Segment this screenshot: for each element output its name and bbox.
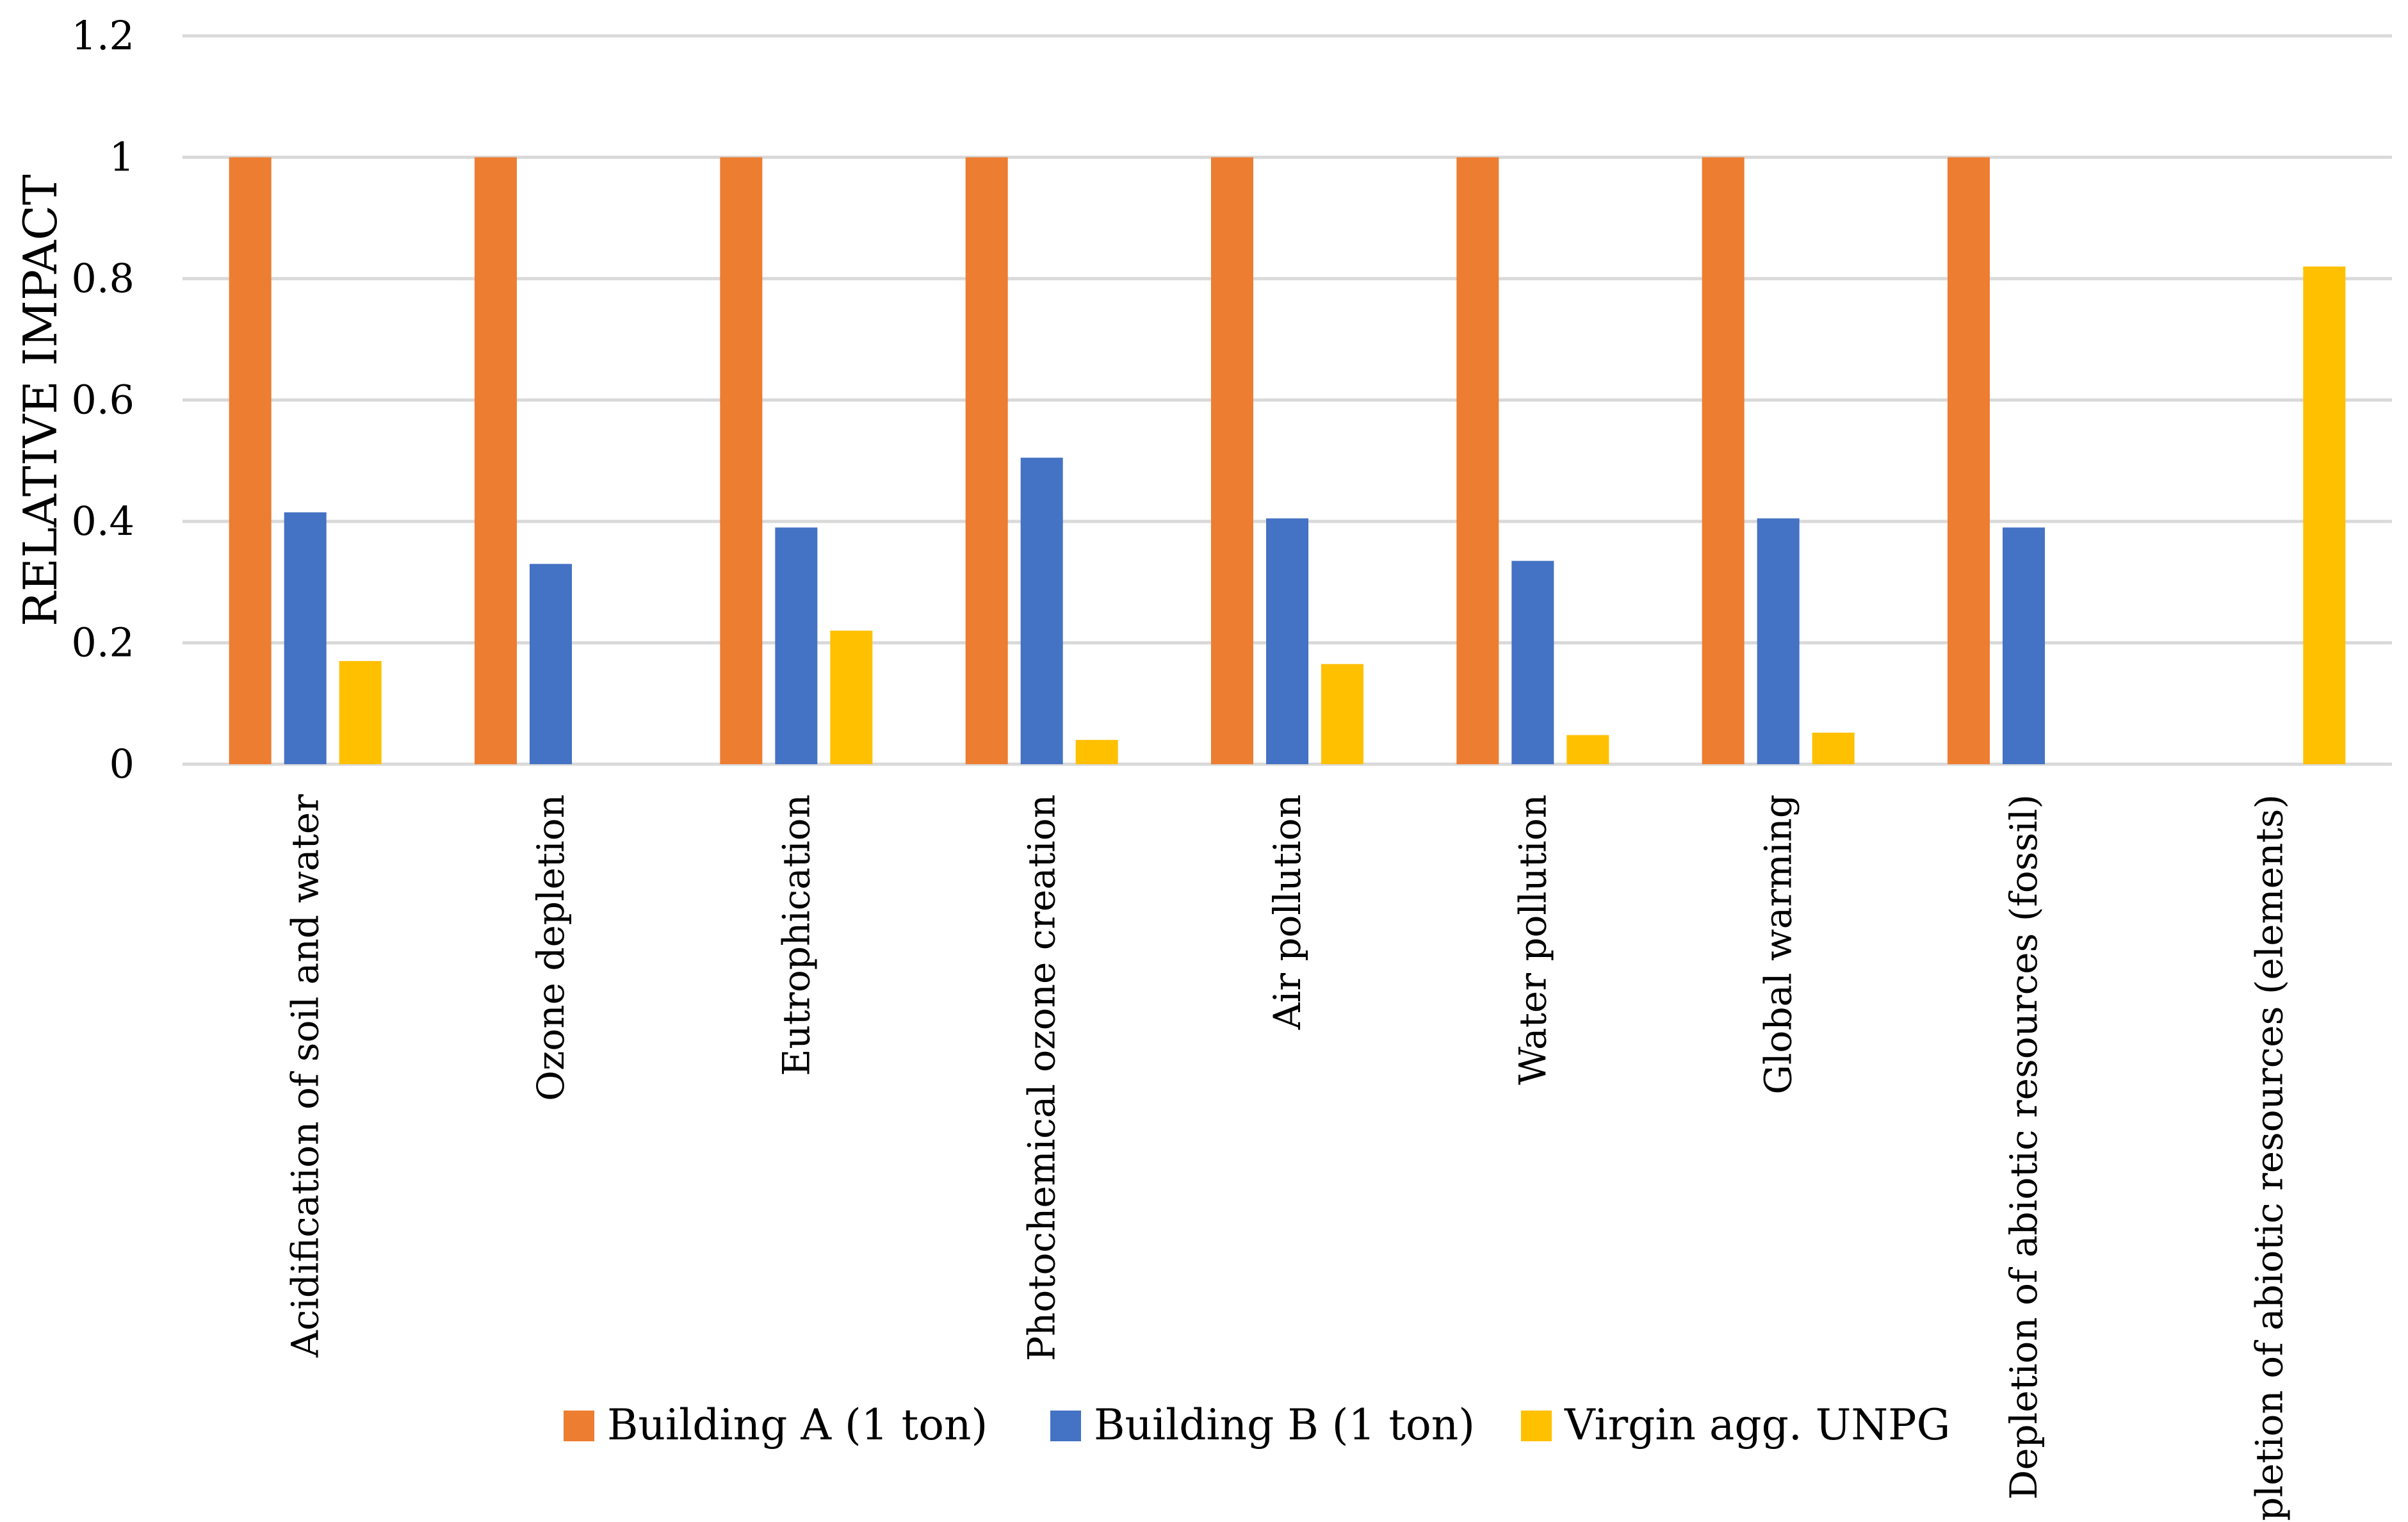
legend: Building A (1 ton) Building B (1 ton) Virg… — [564, 1400, 1950, 1450]
bar-2-8 — [2003, 527, 2045, 764]
x-category-label: Eutrophication — [774, 794, 818, 1076]
x-category-label: Water pollution — [1511, 794, 1554, 1085]
x-category-label: Air pollution — [1265, 794, 1309, 1030]
bar-2-5 — [1266, 518, 1308, 764]
bar-2-1 — [284, 512, 327, 764]
bar-1-4 — [965, 157, 1008, 764]
bar-1-6 — [1456, 157, 1499, 764]
bar-1-8 — [1948, 157, 1990, 764]
x-category-label: Depletion of abiotic resources (elements… — [2247, 794, 2291, 1522]
y-tick-label: 1.2 — [71, 12, 134, 59]
bar-3-1 — [339, 660, 382, 764]
y-tick-label: 0.8 — [71, 255, 134, 302]
bar-3-4 — [1075, 740, 1118, 764]
legend-label: Virgin agg. UNPG — [1564, 1400, 1950, 1450]
x-category-label: Acidification of soil and water — [284, 794, 327, 1358]
y-tick-label: 0.2 — [71, 619, 134, 666]
legend-swatch — [564, 1411, 594, 1441]
bar-3-6 — [1566, 735, 1609, 764]
bar-3-9 — [2303, 266, 2346, 764]
bar-2-7 — [1757, 518, 1800, 764]
bar-1-3 — [720, 157, 763, 764]
x-category-label: Photochemical ozone creation — [1020, 794, 1064, 1361]
bar-1-2 — [475, 157, 517, 764]
y-tick-label: 0 — [110, 741, 134, 787]
legend-swatch — [1050, 1411, 1081, 1441]
y-axis-title: RELATIVE IMPACT — [13, 174, 67, 626]
legend-label: Building A (1 ton) — [607, 1400, 988, 1450]
bars — [229, 157, 2346, 764]
bar-2-6 — [1511, 561, 1554, 764]
x-category-label: Depletion of abiotic resources (fossil) — [2002, 794, 2046, 1500]
bar-3-3 — [830, 630, 873, 764]
bar-3-7 — [1812, 732, 1855, 764]
y-tick-label: 0.4 — [71, 498, 134, 544]
y-axis-ticks: 0 0.2 0.4 0.6 0.8 1 1.2 — [71, 12, 134, 787]
legend-label: Building B (1 ton) — [1094, 1400, 1475, 1450]
y-tick-label: 1 — [110, 134, 134, 181]
bar-1-5 — [1211, 157, 1253, 764]
x-category-label: Ozone depletion — [529, 794, 573, 1101]
y-tick-label: 0.6 — [71, 377, 134, 423]
x-axis-categories: Acidification of soil and water Ozone dep… — [284, 794, 2291, 1522]
bar-2-3 — [775, 527, 818, 764]
bar-3-5 — [1321, 664, 1363, 764]
bar-1-7 — [1702, 157, 1745, 764]
bar-2-4 — [1020, 457, 1063, 764]
bar-2-2 — [530, 564, 572, 764]
bar-1-1 — [229, 157, 272, 764]
legend-swatch — [1521, 1411, 1552, 1441]
x-category-label: Global warming — [1757, 794, 1800, 1094]
